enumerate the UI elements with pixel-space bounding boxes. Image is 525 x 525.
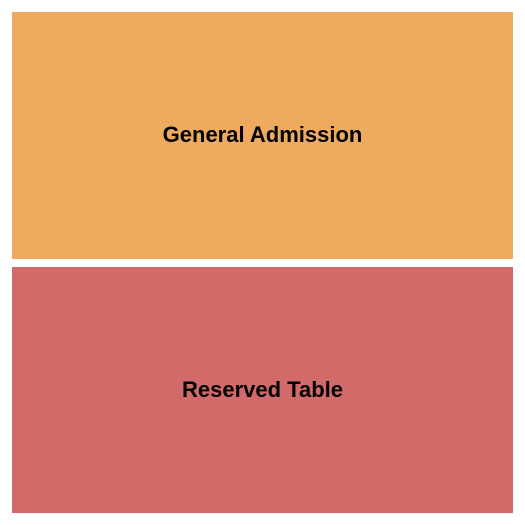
section-reserved-table[interactable]: Reserved Table <box>12 267 513 514</box>
section-general-admission[interactable]: General Admission <box>12 12 513 259</box>
section-label-reserved-table: Reserved Table <box>182 377 343 403</box>
section-label-general-admission: General Admission <box>163 122 363 148</box>
